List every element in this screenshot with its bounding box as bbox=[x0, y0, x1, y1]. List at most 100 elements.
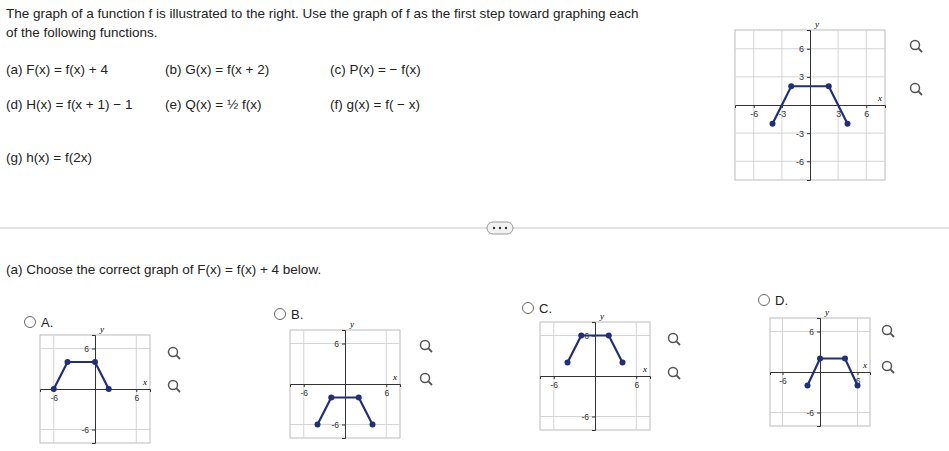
tick-label: -6 bbox=[331, 420, 339, 430]
expand-dot bbox=[505, 227, 507, 229]
radio-button[interactable] bbox=[523, 303, 534, 314]
tick: -6 bbox=[581, 412, 595, 422]
tick: 6 bbox=[799, 44, 810, 54]
tick-mark bbox=[592, 417, 595, 418]
zoom-icon-ring[interactable] bbox=[883, 326, 892, 335]
zoom-icon[interactable] bbox=[883, 326, 895, 338]
zoom-icon-handle[interactable] bbox=[918, 48, 922, 52]
tick-label: -6 bbox=[779, 376, 787, 386]
tick-mark bbox=[807, 133, 810, 134]
zoom-icon-ring[interactable] bbox=[421, 374, 430, 383]
zoom-icon-ring[interactable] bbox=[421, 341, 430, 350]
function-line bbox=[568, 336, 623, 363]
header-text: The graph of a function f is illustrated… bbox=[6, 4, 646, 42]
tick: -6 bbox=[750, 105, 758, 119]
axis-line bbox=[592, 323, 596, 431]
zoom-icon[interactable] bbox=[421, 341, 433, 353]
expand-dot bbox=[493, 227, 495, 229]
tick: 6 bbox=[334, 339, 345, 349]
zoom-icon-handle[interactable] bbox=[918, 91, 922, 95]
tick: -6 bbox=[779, 372, 787, 386]
zoom-icon-handle[interactable] bbox=[676, 375, 680, 379]
radio-button[interactable] bbox=[275, 309, 286, 320]
zoom-icon[interactable] bbox=[883, 362, 895, 374]
y-axis: -6 6 bbox=[81, 336, 95, 444]
tick-label: -6 bbox=[300, 388, 308, 398]
item-text: (g) h(x) = f(2x) bbox=[6, 150, 92, 165]
zoom-icon[interactable] bbox=[169, 381, 181, 393]
radio-button[interactable] bbox=[25, 317, 36, 328]
expand-button[interactable] bbox=[487, 222, 513, 234]
zoom-icon-ring[interactable] bbox=[669, 334, 678, 343]
zoom-icon[interactable] bbox=[669, 368, 681, 380]
tick-mark bbox=[817, 332, 820, 333]
tick-mark bbox=[554, 376, 555, 379]
y-axis-label: y bbox=[349, 319, 354, 329]
x-axis-label: x bbox=[642, 364, 647, 374]
x-axis-label: x bbox=[862, 360, 867, 370]
zoom-icon[interactable] bbox=[911, 41, 923, 53]
zoom-icon[interactable] bbox=[911, 84, 923, 96]
zoom-icon-handle[interactable] bbox=[176, 388, 180, 392]
tick: 6 bbox=[84, 344, 95, 354]
zoom-icon-ring[interactable] bbox=[169, 348, 178, 357]
zoom-icon[interactable] bbox=[421, 374, 433, 386]
tick-mark bbox=[92, 430, 95, 431]
tick: 6 bbox=[634, 376, 639, 390]
zoom-icon-ring[interactable] bbox=[911, 84, 920, 93]
tick-label: -6 bbox=[550, 380, 558, 390]
zoom-icon-ring[interactable] bbox=[669, 368, 678, 377]
point bbox=[51, 386, 57, 392]
axis-line bbox=[807, 31, 811, 181]
point bbox=[578, 333, 584, 339]
zoom-icon-handle[interactable] bbox=[176, 355, 180, 359]
tick-label: 3 bbox=[799, 72, 804, 82]
plot-area bbox=[805, 356, 861, 389]
tick-mark bbox=[92, 349, 95, 350]
y-axis-label: y bbox=[99, 324, 104, 334]
point bbox=[826, 83, 832, 89]
point bbox=[565, 360, 571, 366]
zoom-icon-handle[interactable] bbox=[890, 333, 894, 337]
tick: 6 bbox=[864, 105, 869, 119]
graph: -66-66xy bbox=[540, 311, 651, 431]
point bbox=[620, 360, 626, 366]
zoom-icon[interactable] bbox=[669, 334, 681, 346]
x-axis-label: x bbox=[877, 93, 882, 103]
point bbox=[842, 356, 848, 362]
plot-frame bbox=[735, 30, 885, 180]
tick: -6 bbox=[806, 408, 820, 418]
page-canvas: A.B.C.D.-6-336-6-336xy-66-66xy-66-66xy-6… bbox=[0, 0, 949, 451]
tick: -6 bbox=[331, 420, 345, 430]
axis-line bbox=[342, 331, 346, 439]
tick-mark bbox=[817, 413, 820, 414]
zoom-icon-handle[interactable] bbox=[428, 381, 432, 385]
zoom-icon[interactable] bbox=[169, 348, 181, 360]
plot-area bbox=[51, 359, 112, 392]
zoom-icon-ring[interactable] bbox=[169, 381, 178, 390]
tick: 6 bbox=[809, 327, 820, 337]
tick: -6 bbox=[550, 376, 558, 390]
tick-mark bbox=[807, 161, 810, 162]
point bbox=[315, 422, 321, 428]
zoom-icon-ring[interactable] bbox=[911, 41, 920, 50]
radio-button[interactable] bbox=[759, 295, 770, 306]
zoom-icon-ring[interactable] bbox=[883, 362, 892, 371]
tick-label: -6 bbox=[81, 425, 89, 435]
plot-area bbox=[315, 395, 376, 428]
tick: -6 bbox=[300, 384, 308, 398]
plot-frame bbox=[40, 335, 150, 443]
graph: -66-66xy bbox=[770, 307, 871, 427]
point bbox=[845, 121, 851, 127]
point bbox=[788, 83, 794, 89]
axis-line bbox=[817, 319, 821, 427]
zoom-icon-handle[interactable] bbox=[890, 369, 894, 373]
item-text: (c) P(x) = − f(x) bbox=[330, 62, 421, 77]
point bbox=[106, 386, 112, 392]
graph: -66-66xy bbox=[290, 319, 401, 439]
zoom-icon-handle[interactable] bbox=[676, 341, 680, 345]
item-text: (b) G(x) = f(x + 2) bbox=[165, 62, 269, 77]
function-line bbox=[773, 86, 848, 124]
point bbox=[805, 383, 811, 389]
zoom-icon-handle[interactable] bbox=[428, 348, 432, 352]
